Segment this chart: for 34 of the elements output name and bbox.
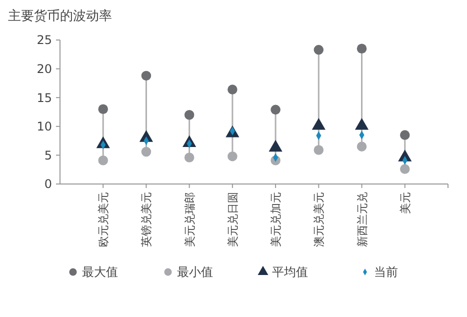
x-tick-label: 欧元兑美元 [97,192,110,247]
x-tick-label: 澳元兑美元 [312,192,326,247]
y-tick-label: 5 [44,148,52,162]
y-tick-label: 15 [36,90,52,105]
point [184,152,194,162]
point [141,146,152,157]
x-tick-label: 美元兑加元 [270,192,283,247]
point [400,164,410,174]
point [98,156,108,166]
point [356,142,367,152]
x-tick-label: 新西兰元兑 [356,192,369,247]
y-tick-label: 10 [36,120,52,134]
point [314,145,324,155]
point [356,44,367,54]
point [228,151,238,162]
chart-title: 主要货币的波动率 [8,8,112,24]
point [98,104,108,114]
x-tick-label: 美元兑日圆 [226,192,240,247]
x-tick-label: 美元兑瑞郎 [183,192,196,247]
legend-label: 最大值 [82,265,118,280]
point [314,44,324,55]
legend-label: 平均值 [272,265,308,280]
point [400,130,410,140]
point [141,70,152,81]
legend-label: 最小值 [177,265,213,280]
point [228,84,238,94]
y-tick-label: 25 [36,33,52,48]
legend-label: 当前 [374,265,398,280]
point [270,104,280,115]
point [184,110,194,120]
x-tick-label: 美元 [398,192,412,214]
x-tick-label: 英镑兑美元 [140,192,154,247]
y-tick-label: 0 [44,177,52,192]
y-tick-label: 20 [36,62,52,76]
